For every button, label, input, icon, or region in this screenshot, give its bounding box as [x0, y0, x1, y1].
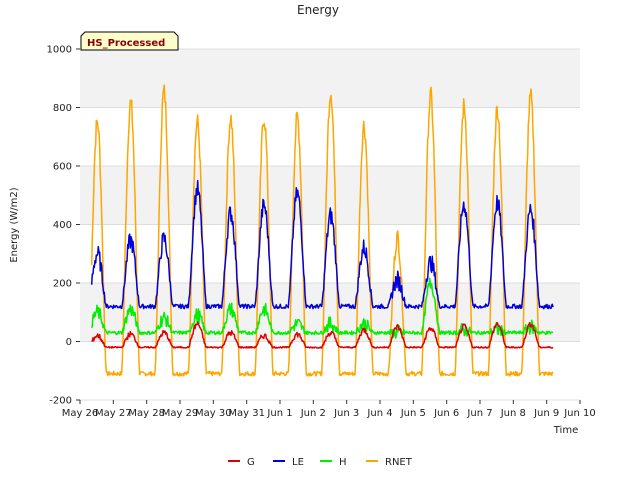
badge-label: HS_Processed — [87, 38, 165, 49]
x-tick-label: May 29 — [162, 408, 199, 419]
x-tick-label: May 26 — [62, 408, 99, 419]
x-tick-label: May 28 — [128, 408, 165, 419]
y-tick-label: 0 — [66, 337, 72, 348]
x-tick-label: Jun 1 — [266, 408, 292, 419]
x-axis-title: Time — [553, 425, 578, 436]
x-tick-label: Jun 3 — [333, 408, 359, 419]
x-tick-label: Jun 9 — [533, 408, 559, 419]
y-tick-label: 1000 — [47, 45, 72, 56]
legend-label: H — [339, 457, 347, 468]
x-tick-label: Jun 10 — [563, 408, 596, 419]
x-tick-label: May 30 — [195, 408, 232, 419]
series-line-h — [90, 277, 554, 339]
y-tick-label: 800 — [53, 103, 72, 114]
x-tick-label: Jun 8 — [500, 408, 526, 419]
y-tick-label: 200 — [53, 279, 72, 290]
processed-badge: HS_Processed — [80, 31, 179, 51]
series-layer — [90, 84, 554, 377]
y-tick-label: 600 — [53, 162, 72, 173]
series-line-rnet — [90, 84, 554, 377]
x-tick-label: Jun 2 — [300, 408, 326, 419]
series-line-le — [90, 179, 554, 310]
x-tick-label: Jun 5 — [400, 408, 426, 419]
legend: G LE H RNET — [228, 457, 413, 468]
chart-title: Energy — [297, 3, 339, 17]
y-tick-label: -200 — [49, 396, 72, 407]
y-axis-title: Energy (W/m2) — [9, 187, 20, 262]
legend-label: RNET — [385, 457, 413, 468]
x-tick-label: May 31 — [228, 408, 265, 419]
legend-label: G — [247, 457, 255, 468]
legend-label: LE — [292, 457, 304, 468]
x-tick-label: May 27 — [95, 408, 132, 419]
x-tick-label: Jun 4 — [366, 408, 392, 419]
x-tick-label: Jun 7 — [466, 408, 492, 419]
y-tick-label: 400 — [53, 220, 72, 231]
x-tick-label: Jun 6 — [433, 408, 459, 419]
series-line-g — [91, 321, 554, 349]
